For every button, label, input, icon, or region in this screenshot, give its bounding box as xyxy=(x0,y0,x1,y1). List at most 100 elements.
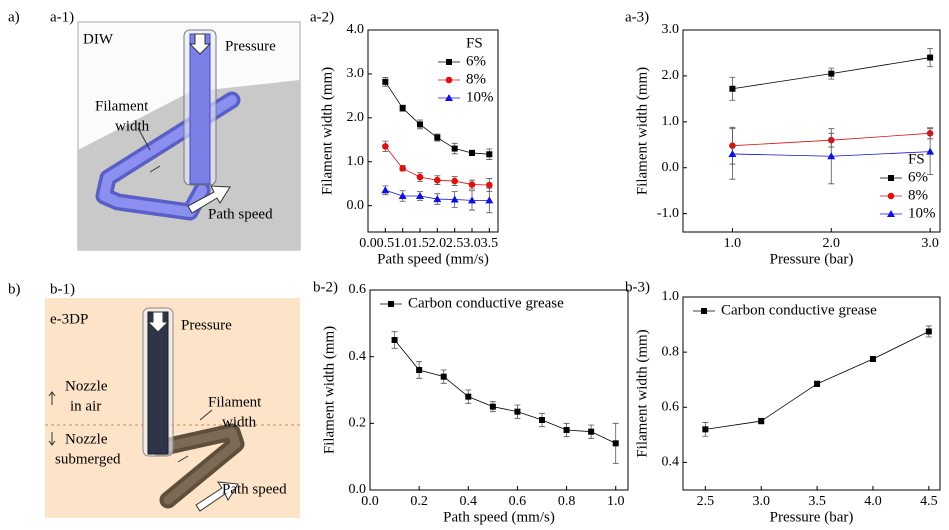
pressure-arrow xyxy=(146,311,170,333)
illustration-text: width xyxy=(115,118,150,134)
legend-marker xyxy=(887,192,895,200)
marker xyxy=(417,121,423,128)
legend-label: 8% xyxy=(466,71,486,87)
marker xyxy=(381,186,390,194)
chart: b-3) 2.5 3.0 3.5 4.0 4.5 0.4 0.6 0.8 1.0 Pressure … xyxy=(625,279,941,525)
illustration-text: Nozzle xyxy=(65,378,108,394)
x-axis-label: Pressure (bar) xyxy=(770,251,854,267)
legend-title: FS xyxy=(908,151,925,167)
illustration-text: in air xyxy=(70,398,101,414)
marker xyxy=(391,337,398,343)
y-tick-label: 0.4 xyxy=(662,455,680,470)
y-tick-label: 0.6 xyxy=(662,400,680,415)
pointer xyxy=(149,165,161,173)
illustration-text: Pressure xyxy=(181,317,232,333)
marker xyxy=(539,417,545,423)
legend-title: FS xyxy=(466,35,483,51)
marker xyxy=(468,181,476,188)
marker xyxy=(399,165,406,172)
legend-label: 6% xyxy=(466,53,486,69)
y-tick-label: 0.6 xyxy=(349,282,367,297)
plot-frame xyxy=(367,29,499,233)
y-tick-label: 0.2 xyxy=(349,416,367,431)
marker xyxy=(416,173,424,181)
marker xyxy=(486,181,493,189)
y-tick-label: 0.0 xyxy=(662,160,680,175)
marker xyxy=(485,196,494,204)
illustration-text: Nozzle xyxy=(65,431,108,447)
x-tick-label: 4.0 xyxy=(864,494,882,509)
pressure-arrow xyxy=(188,33,212,55)
marker xyxy=(382,143,389,150)
marker xyxy=(440,373,447,380)
x-tick-label: 3.5 xyxy=(481,236,499,251)
panel-label: b-3) xyxy=(625,279,650,295)
legend-label: Carbon conductive grease xyxy=(721,302,877,318)
marker xyxy=(416,191,424,199)
nozzle xyxy=(189,33,211,185)
legend-marker xyxy=(388,301,394,307)
marker xyxy=(827,152,836,160)
x-tick-label: 1.0 xyxy=(394,236,412,251)
marker xyxy=(702,426,709,433)
chart: a-2)0.0 0.5 1.0 1.5 2.0 2.5 3.0 3.50.01.02.03.0… xyxy=(310,9,499,267)
marker xyxy=(489,403,496,410)
speed-arrow xyxy=(187,185,231,214)
marker xyxy=(465,393,472,400)
illustration-text: Path speed xyxy=(208,206,273,222)
x-axis-label: Path speed (mm/s) xyxy=(443,509,555,525)
legend-marker xyxy=(445,76,453,84)
y-tick-label: 3.0 xyxy=(662,22,680,37)
marker xyxy=(514,408,521,415)
marker xyxy=(434,134,441,141)
panel-label: a-1) xyxy=(50,9,74,25)
panel-label: a-2) xyxy=(310,9,334,25)
y-tick-label: 1.0 xyxy=(662,114,680,129)
marker xyxy=(758,418,765,425)
row-label: b) xyxy=(8,281,21,297)
x-tick-label: 1.0 xyxy=(607,494,625,509)
x-tick-label: 2.0 xyxy=(823,236,841,251)
legend-marker xyxy=(445,94,453,101)
marker xyxy=(469,149,475,156)
marker xyxy=(398,191,407,199)
y-tick-label: 3.0 xyxy=(347,66,365,81)
marker xyxy=(828,70,835,77)
marker xyxy=(433,195,442,203)
pointer xyxy=(199,409,213,421)
x-axis-label: Pressure (bar) xyxy=(770,509,854,525)
x-tick-label: 1.0 xyxy=(724,236,742,251)
illustration-text: Filament xyxy=(95,98,149,114)
nozzle xyxy=(147,311,169,455)
x-tick-label: 0.0 xyxy=(359,236,377,251)
pointer xyxy=(137,127,151,151)
x-tick-label: 3.0 xyxy=(463,236,481,251)
marker xyxy=(399,105,406,112)
illustration-text: e-3DP xyxy=(50,311,88,327)
x-tick-label: 2.0 xyxy=(429,236,447,251)
panel-label: a-3) xyxy=(625,9,649,25)
x-tick-label: 3.5 xyxy=(808,494,826,509)
y-tick-label: 2.0 xyxy=(662,68,680,83)
marker xyxy=(451,177,458,185)
marker xyxy=(927,54,934,61)
y-tick-label: 0.0 xyxy=(349,482,367,497)
marker xyxy=(451,145,458,152)
y-tick-label: 0.8 xyxy=(662,344,680,359)
y-tick-label: 4.0 xyxy=(347,22,365,37)
marker xyxy=(925,328,932,335)
marker xyxy=(486,151,493,158)
filament-highlight xyxy=(155,427,241,505)
marker xyxy=(612,440,619,447)
pointer xyxy=(177,455,189,463)
marker xyxy=(869,356,876,363)
y-axis-label: Filament width (mm) xyxy=(634,67,650,195)
legend-marker xyxy=(888,175,894,181)
legend-marker xyxy=(887,210,895,217)
down-arrow xyxy=(48,440,56,446)
marker xyxy=(814,380,821,387)
series-line xyxy=(394,339,616,444)
illustration-text: submerged xyxy=(55,451,121,467)
